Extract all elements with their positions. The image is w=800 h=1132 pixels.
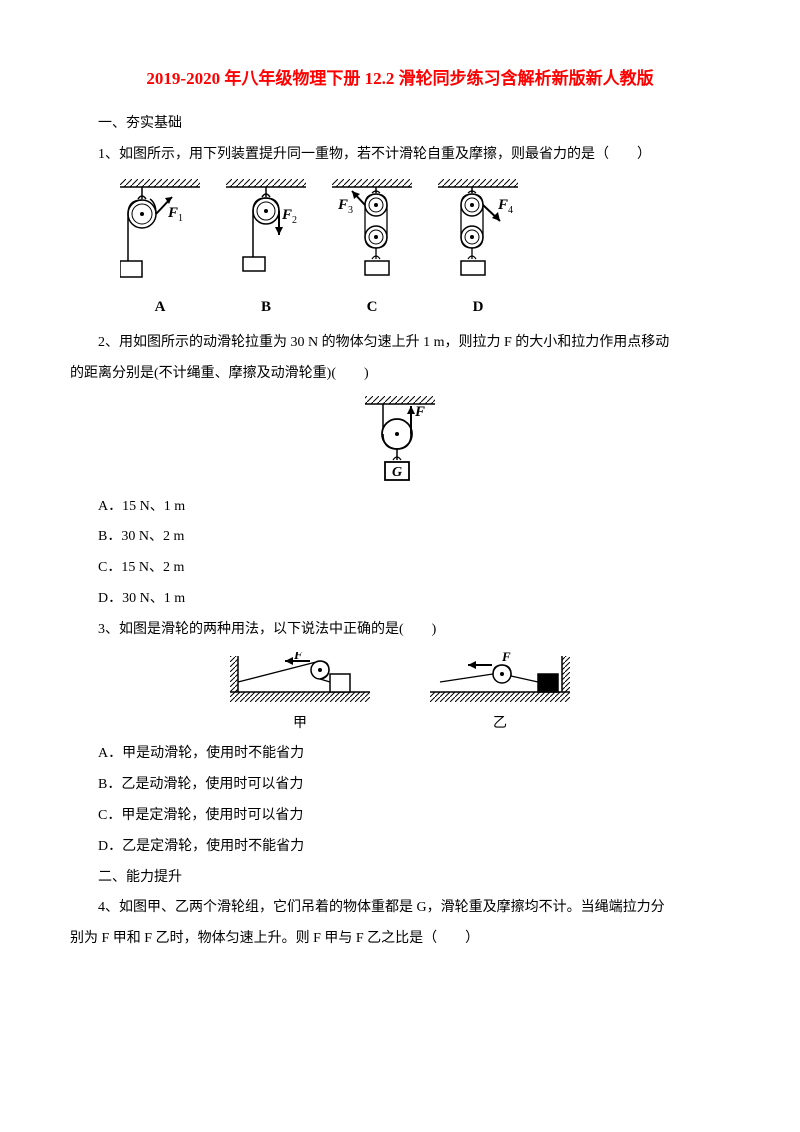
q2-opt-b: B．30 N、2 m bbox=[70, 522, 730, 553]
q3-label-jia: 甲 bbox=[230, 709, 370, 740]
q2-text-cont: 的距离分别是(不计绳重、摩擦及动滑轮重)( ) bbox=[70, 359, 730, 390]
q1-label-d: D bbox=[438, 291, 518, 324]
svg-text:F: F bbox=[497, 197, 508, 213]
q2-text: 2、用如图所示的动滑轮拉重为 30 N 的物体匀速上升 1 m，则拉力 F 的大… bbox=[70, 328, 730, 359]
q3-fig-jia: F 甲 bbox=[230, 652, 370, 740]
section-heading-2: 二、能力提升 bbox=[70, 863, 730, 894]
svg-text:G: G bbox=[392, 465, 402, 480]
q2-opt-c: C．15 N、2 m bbox=[70, 553, 730, 584]
q4-text-cont: 别为 F 甲和 F 乙时，物体匀速上升。则 F 甲与 F 乙之比是（ ） bbox=[70, 924, 730, 955]
svg-text:F: F bbox=[501, 652, 511, 664]
section-heading-1: 一、夯实基础 bbox=[70, 109, 730, 140]
svg-text:F: F bbox=[337, 197, 348, 213]
q1-text: 1、如图所示，用下列装置提升同一重物，若不计滑轮自重及摩擦，则最省力的是（ ） bbox=[70, 140, 730, 171]
q3-opt-b: B．乙是动滑轮，使用时可以省力 bbox=[70, 770, 730, 801]
page-title: 2019-2020 年八年级物理下册 12.2 滑轮同步练习含解析新版新人教版 bbox=[70, 60, 730, 97]
q3-opt-d: D．乙是定滑轮，使用时不能省力 bbox=[70, 832, 730, 863]
q3-fig-yi: F 乙 bbox=[430, 652, 570, 740]
q1-fig-d: F 4 D bbox=[438, 179, 518, 324]
svg-text:1: 1 bbox=[178, 213, 183, 224]
q3-label-yi: 乙 bbox=[430, 709, 570, 740]
svg-text:4: 4 bbox=[508, 205, 513, 216]
q3-figures: F 甲 F bbox=[70, 652, 730, 740]
q1-fig-a: F 1 A bbox=[120, 179, 200, 324]
svg-text:3: 3 bbox=[348, 205, 353, 216]
q1-label-a: A bbox=[120, 291, 200, 324]
q1-label-b: B bbox=[226, 291, 306, 324]
svg-text:F: F bbox=[281, 207, 292, 223]
q4-text: 4、如图甲、乙两个滑轮组，它们吊着的物体重都是 G，滑轮重及摩擦均不计。当绳端拉… bbox=[70, 893, 730, 924]
q1-fig-b: F 2 B bbox=[226, 179, 306, 324]
svg-text:F: F bbox=[414, 404, 425, 420]
q1-figures: F 1 A bbox=[120, 179, 730, 324]
q2-figure: F G bbox=[70, 396, 730, 486]
q3-opt-a: A．甲是动滑轮，使用时不能省力 bbox=[70, 739, 730, 770]
q3-opt-c: C．甲是定滑轮，使用时可以省力 bbox=[70, 801, 730, 832]
svg-text:F: F bbox=[167, 205, 178, 221]
svg-text:2: 2 bbox=[292, 215, 297, 226]
q2-opt-d: D．30 N、1 m bbox=[70, 584, 730, 615]
q2-opt-a: A．15 N、1 m bbox=[70, 492, 730, 523]
svg-text:F: F bbox=[293, 652, 303, 662]
q1-label-c: C bbox=[332, 291, 412, 324]
q3-text: 3、如图是滑轮的两种用法，以下说法中正确的是( ) bbox=[70, 615, 730, 646]
q1-fig-c: F 3 C bbox=[332, 179, 412, 324]
